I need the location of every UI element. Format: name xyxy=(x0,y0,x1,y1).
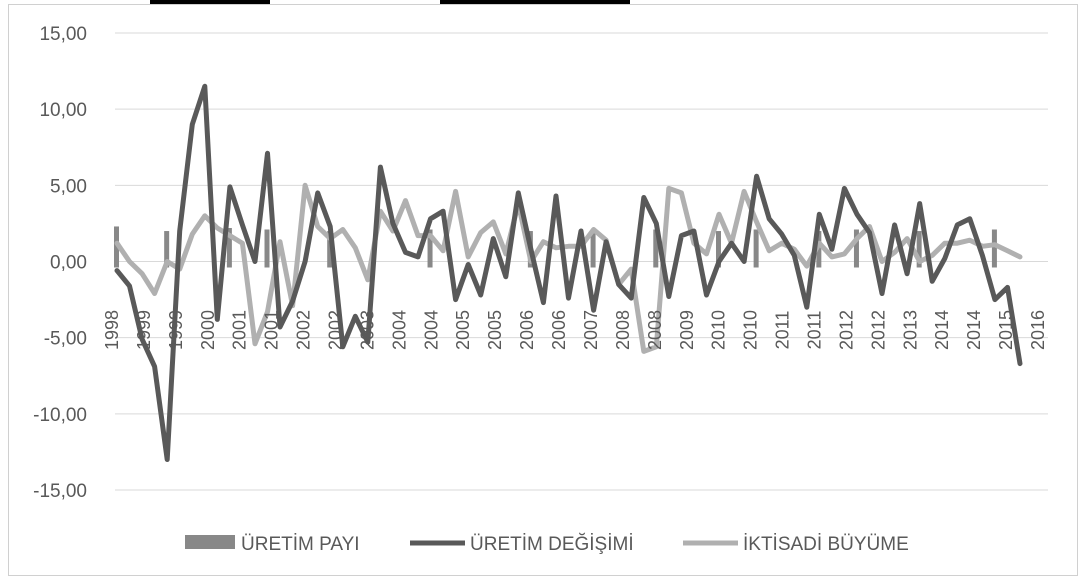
x-tick-label: 2011 xyxy=(804,311,824,350)
bar-uretim-payi xyxy=(226,227,232,268)
x-tick-label: 2013 xyxy=(900,310,920,350)
x-tick-label: 2014 xyxy=(932,310,952,350)
x-tick-label: 2002 xyxy=(326,310,346,350)
legend-label-iktisadi-buyume: İKTİSADİ BÜYÜME xyxy=(743,534,909,555)
clipped-title-fragment xyxy=(150,0,630,4)
x-tick-label: 2015 xyxy=(996,310,1016,350)
legend-label-uretim-degisimi: ÜRETİM DEĞİŞİMİ xyxy=(470,533,634,555)
series-lines xyxy=(114,83,1023,462)
x-tick-label: 2004 xyxy=(421,310,441,350)
series-uretim-payi-bars xyxy=(114,226,997,268)
x-tick-label: 2011 xyxy=(773,311,793,350)
x-tick-label: 2016 xyxy=(1028,310,1048,350)
x-tick-label: 2005 xyxy=(453,310,473,350)
x-tick-label: 2014 xyxy=(964,310,984,350)
x-tick-label: 2006 xyxy=(549,310,569,350)
y-tick-label: 15,00 xyxy=(39,24,87,45)
x-tick-label: 2012 xyxy=(836,310,856,350)
y-tick-label: 10,00 xyxy=(39,100,87,121)
x-tick-label: 2006 xyxy=(517,310,537,350)
bar-uretim-payi xyxy=(716,231,721,268)
legend-label-uretim-payi: ÜRETİM PAYI xyxy=(241,534,360,555)
gridlines xyxy=(115,32,1048,491)
y-axis-ticks: 15,00 10,00 5,00 0,00 -5,00 -10,00 -15,00 xyxy=(33,24,87,502)
x-tick-label: 2010 xyxy=(709,310,729,350)
bar-uretim-payi xyxy=(753,229,759,268)
bar-uretim-payi xyxy=(916,231,922,268)
x-tick-label: 2007 xyxy=(581,310,601,350)
y-tick-label: 5,00 xyxy=(50,176,87,197)
x-tick-label: 2000 xyxy=(198,310,218,350)
x-tick-label: 2008 xyxy=(613,310,633,350)
x-tick-label: 2012 xyxy=(868,310,888,350)
bar-uretim-payi xyxy=(114,226,119,268)
x-tick-label: 2001 xyxy=(230,310,250,350)
y-tick-label: -15,00 xyxy=(33,481,87,502)
x-tick-label: 1999 xyxy=(166,310,186,350)
clipped-title-stroke xyxy=(150,0,270,4)
x-tick-label: 1998 xyxy=(102,310,122,350)
x-tick-label: 2005 xyxy=(485,310,505,350)
line-iktisadi-buyume xyxy=(114,182,1023,354)
bar-uretim-payi xyxy=(590,231,596,268)
bar-uretim-payi xyxy=(164,231,170,268)
x-tick-label: 2004 xyxy=(389,310,409,350)
bar-uretim-payi xyxy=(427,229,433,268)
legend: ÜRETİM PAYI ÜRETİM DEĞİŞİMİ İKTİSADİ BÜYÜM… xyxy=(185,533,909,555)
clipped-title-stroke xyxy=(440,0,630,4)
x-tick-label: 2002 xyxy=(294,310,314,350)
x-tick-label: 2009 xyxy=(677,310,697,350)
y-tick-label: -10,00 xyxy=(33,405,87,426)
bar-uretim-payi xyxy=(264,229,270,268)
x-tick-label: 2008 xyxy=(645,310,665,350)
bar-uretim-payi xyxy=(653,229,659,268)
x-tick-label: 2001 xyxy=(262,310,282,350)
bar-uretim-payi xyxy=(991,229,997,268)
y-tick-label: 0,00 xyxy=(50,253,87,274)
line-uretim-degisimi xyxy=(114,83,1023,462)
x-axis-ticks: 1998 1999 1999 2000 2001 2001 2002 2002 2003 2004… xyxy=(102,310,1048,350)
chart-frame xyxy=(8,4,1078,576)
y-tick-label: -5,00 xyxy=(44,329,87,350)
bar-uretim-payi xyxy=(327,231,333,268)
x-tick-label: 2003 xyxy=(357,310,377,350)
x-tick-label: 2010 xyxy=(741,310,761,350)
x-tick-label: 1999 xyxy=(134,310,154,350)
legend-swatch-uretim-payi xyxy=(185,535,235,549)
bar-uretim-payi xyxy=(853,229,859,268)
